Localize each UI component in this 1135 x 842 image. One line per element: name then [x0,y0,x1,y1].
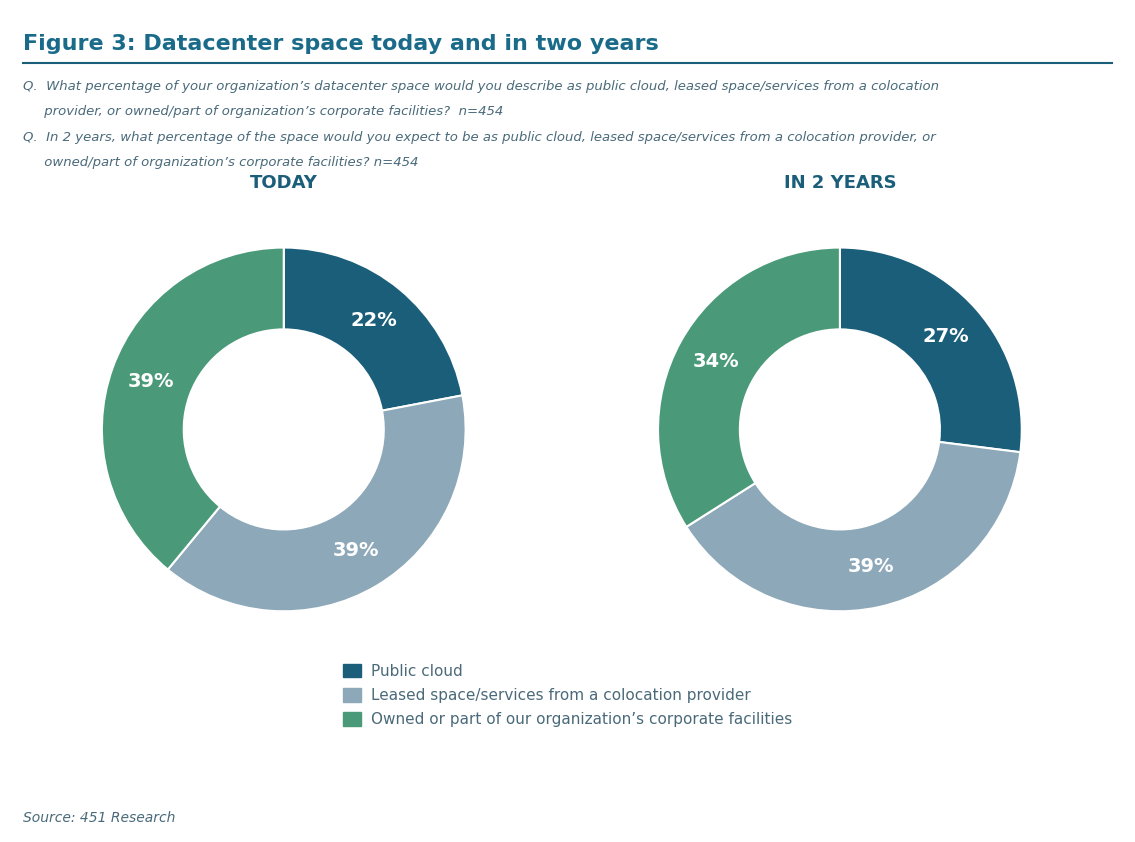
Wedge shape [284,248,462,411]
Text: 27%: 27% [923,327,969,346]
Wedge shape [687,442,1020,611]
Text: 39%: 39% [848,557,894,577]
Text: Q.  What percentage of your organization’s datacenter space would you describe a: Q. What percentage of your organization’… [23,80,939,93]
Title: TODAY: TODAY [250,174,318,192]
Text: 22%: 22% [351,312,397,330]
Circle shape [740,329,940,530]
Text: 34%: 34% [693,352,740,371]
Legend: Public cloud, Leased space/services from a colocation provider, Owned or part of: Public cloud, Leased space/services from… [337,658,798,733]
Text: owned/part of organization’s corporate facilities? n=454: owned/part of organization’s corporate f… [23,156,418,168]
Text: Source: 451 Research: Source: 451 Research [23,811,175,825]
Wedge shape [840,248,1022,452]
Text: provider, or owned/part of organization’s corporate facilities?  n=454: provider, or owned/part of organization’… [23,105,503,118]
Circle shape [184,329,384,530]
Text: 39%: 39% [128,372,175,392]
Text: Figure 3: Datacenter space today and in two years: Figure 3: Datacenter space today and in … [23,34,658,54]
Wedge shape [658,248,840,527]
Wedge shape [102,248,284,569]
Wedge shape [168,396,465,611]
Title: IN 2 YEARS: IN 2 YEARS [783,174,897,192]
Text: 39%: 39% [333,541,379,560]
Text: Q.  In 2 years, what percentage of the space would you expect to be as public cl: Q. In 2 years, what percentage of the sp… [23,131,935,143]
